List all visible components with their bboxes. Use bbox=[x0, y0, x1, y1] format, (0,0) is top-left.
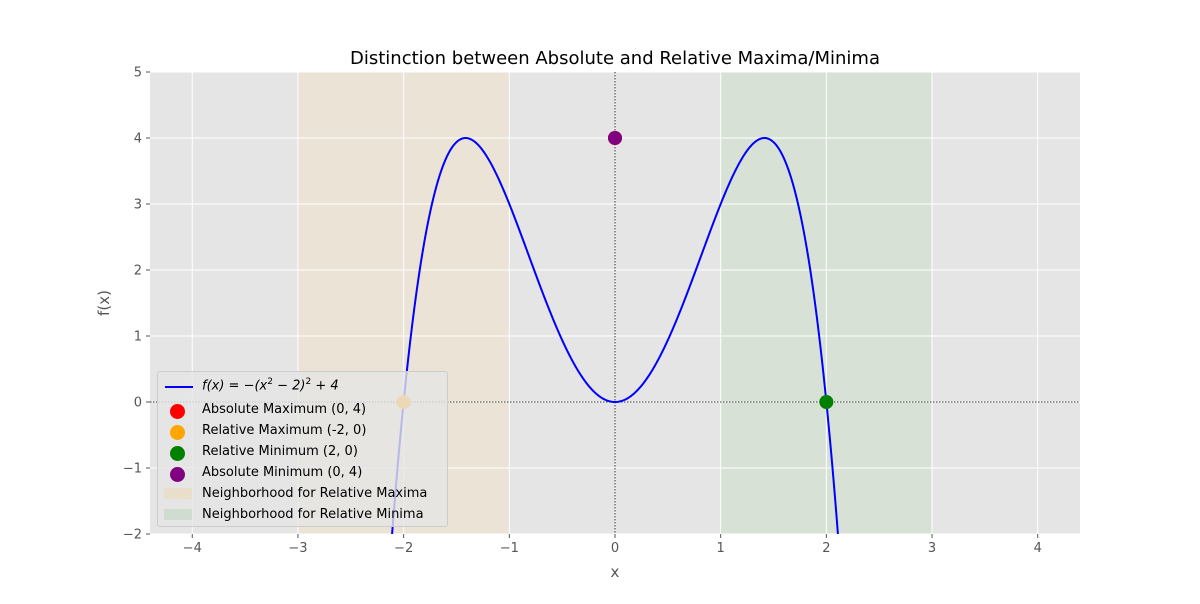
legend-label-relative-minimum: Relative Minimum (2, 0) bbox=[202, 444, 358, 459]
x-axis-label: x bbox=[611, 563, 620, 581]
y-tick-label: 4 bbox=[134, 132, 142, 147]
legend-marker-purple bbox=[170, 467, 185, 482]
function-curve bbox=[391, 136, 839, 534]
y-tick-label: 2 bbox=[134, 264, 142, 279]
chart-title: Distinction between Absolute and Relativ… bbox=[350, 48, 880, 69]
y-tick-label: −2 bbox=[123, 528, 142, 543]
x-tick-label: −3 bbox=[288, 541, 307, 556]
legend-patch-green bbox=[164, 509, 192, 520]
x-tick-label: 1 bbox=[717, 541, 725, 556]
x-tick-label: −2 bbox=[394, 541, 413, 556]
x-tick-label: 4 bbox=[1034, 541, 1042, 556]
legend-label-absolute-minimum: Absolute Minimum (0, 4) bbox=[202, 465, 363, 480]
legend-item-relative-maximum: Relative Maximum (-2, 0) bbox=[158, 421, 447, 442]
y-tick-label: −1 bbox=[123, 462, 142, 477]
legend-item-absolute-maximum: Absolute Maximum (0, 4) bbox=[158, 400, 447, 421]
legend-label-neighborhood-minima: Neighborhood for Relative Minima bbox=[202, 507, 424, 522]
x-tick-label: 0 bbox=[611, 541, 619, 556]
legend-marker-orange bbox=[170, 425, 185, 440]
legend-label-relative-maximum: Relative Maximum (-2, 0) bbox=[202, 423, 367, 438]
legend-item-neighborhood-minima: Neighborhood for Relative Minima bbox=[158, 505, 447, 526]
legend: f(x) = −(x2 − 2)2 + 4 Absolute Maximum (… bbox=[157, 371, 448, 527]
legend-marker-red bbox=[170, 404, 185, 419]
relative-minimum-point bbox=[819, 395, 834, 409]
y-tick-label: 5 bbox=[134, 66, 142, 81]
y-tick-label: 3 bbox=[134, 198, 142, 213]
y-tick-label: 0 bbox=[134, 396, 142, 411]
legend-label-neighborhood-maxima: Neighborhood for Relative Maxima bbox=[202, 486, 428, 501]
legend-item-neighborhood-maxima: Neighborhood for Relative Maxima bbox=[158, 484, 447, 505]
legend-marker-green bbox=[170, 446, 185, 461]
x-tick-label: 3 bbox=[928, 541, 936, 556]
x-tick-label: −1 bbox=[500, 541, 519, 556]
legend-label-function: f(x) = −(x2 − 2)2 + 4 bbox=[202, 377, 339, 394]
legend-item-function: f(x) = −(x2 − 2)2 + 4 bbox=[158, 375, 447, 396]
x-tick-label: 2 bbox=[822, 541, 830, 556]
legend-line-swatch bbox=[165, 386, 193, 388]
y-tick-label: 1 bbox=[134, 330, 142, 345]
legend-patch-wheat bbox=[164, 488, 192, 499]
y-axis-label: f(x) bbox=[95, 290, 113, 316]
legend-item-relative-minimum: Relative Minimum (2, 0) bbox=[158, 442, 447, 463]
absolute-minimum-point bbox=[608, 131, 622, 145]
x-tick-label: −4 bbox=[183, 541, 202, 556]
legend-label-absolute-maximum: Absolute Maximum (0, 4) bbox=[202, 402, 367, 417]
legend-item-absolute-minimum: Absolute Minimum (0, 4) bbox=[158, 463, 447, 484]
